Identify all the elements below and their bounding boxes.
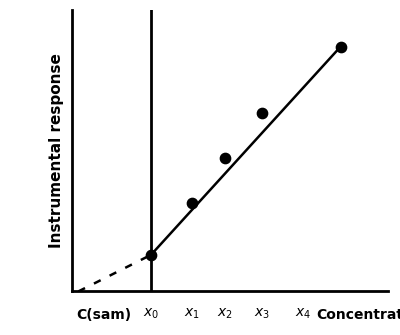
Point — [258, 110, 265, 116]
Point — [222, 155, 228, 160]
Point — [337, 44, 344, 49]
Text: $\mathbf{\mathit{x}}_{1}$: $\mathbf{\mathit{x}}_{1}$ — [184, 307, 200, 321]
Point — [148, 252, 154, 258]
Text: Concentration: Concentration — [317, 308, 400, 322]
Point — [189, 200, 195, 205]
Text: $\mathbf{\mathit{x}}_{0}$: $\mathbf{\mathit{x}}_{0}$ — [143, 307, 159, 321]
Text: $\mathbf{\mathit{x}}_{4}$: $\mathbf{\mathit{x}}_{4}$ — [294, 307, 311, 321]
Text: C(sam): C(sam) — [76, 308, 131, 322]
Y-axis label: Instrumental response: Instrumental response — [49, 53, 64, 248]
Text: $\mathbf{\mathit{x}}_{3}$: $\mathbf{\mathit{x}}_{3}$ — [254, 307, 270, 321]
Text: $\mathbf{\mathit{x}}_{2}$: $\mathbf{\mathit{x}}_{2}$ — [217, 307, 233, 321]
